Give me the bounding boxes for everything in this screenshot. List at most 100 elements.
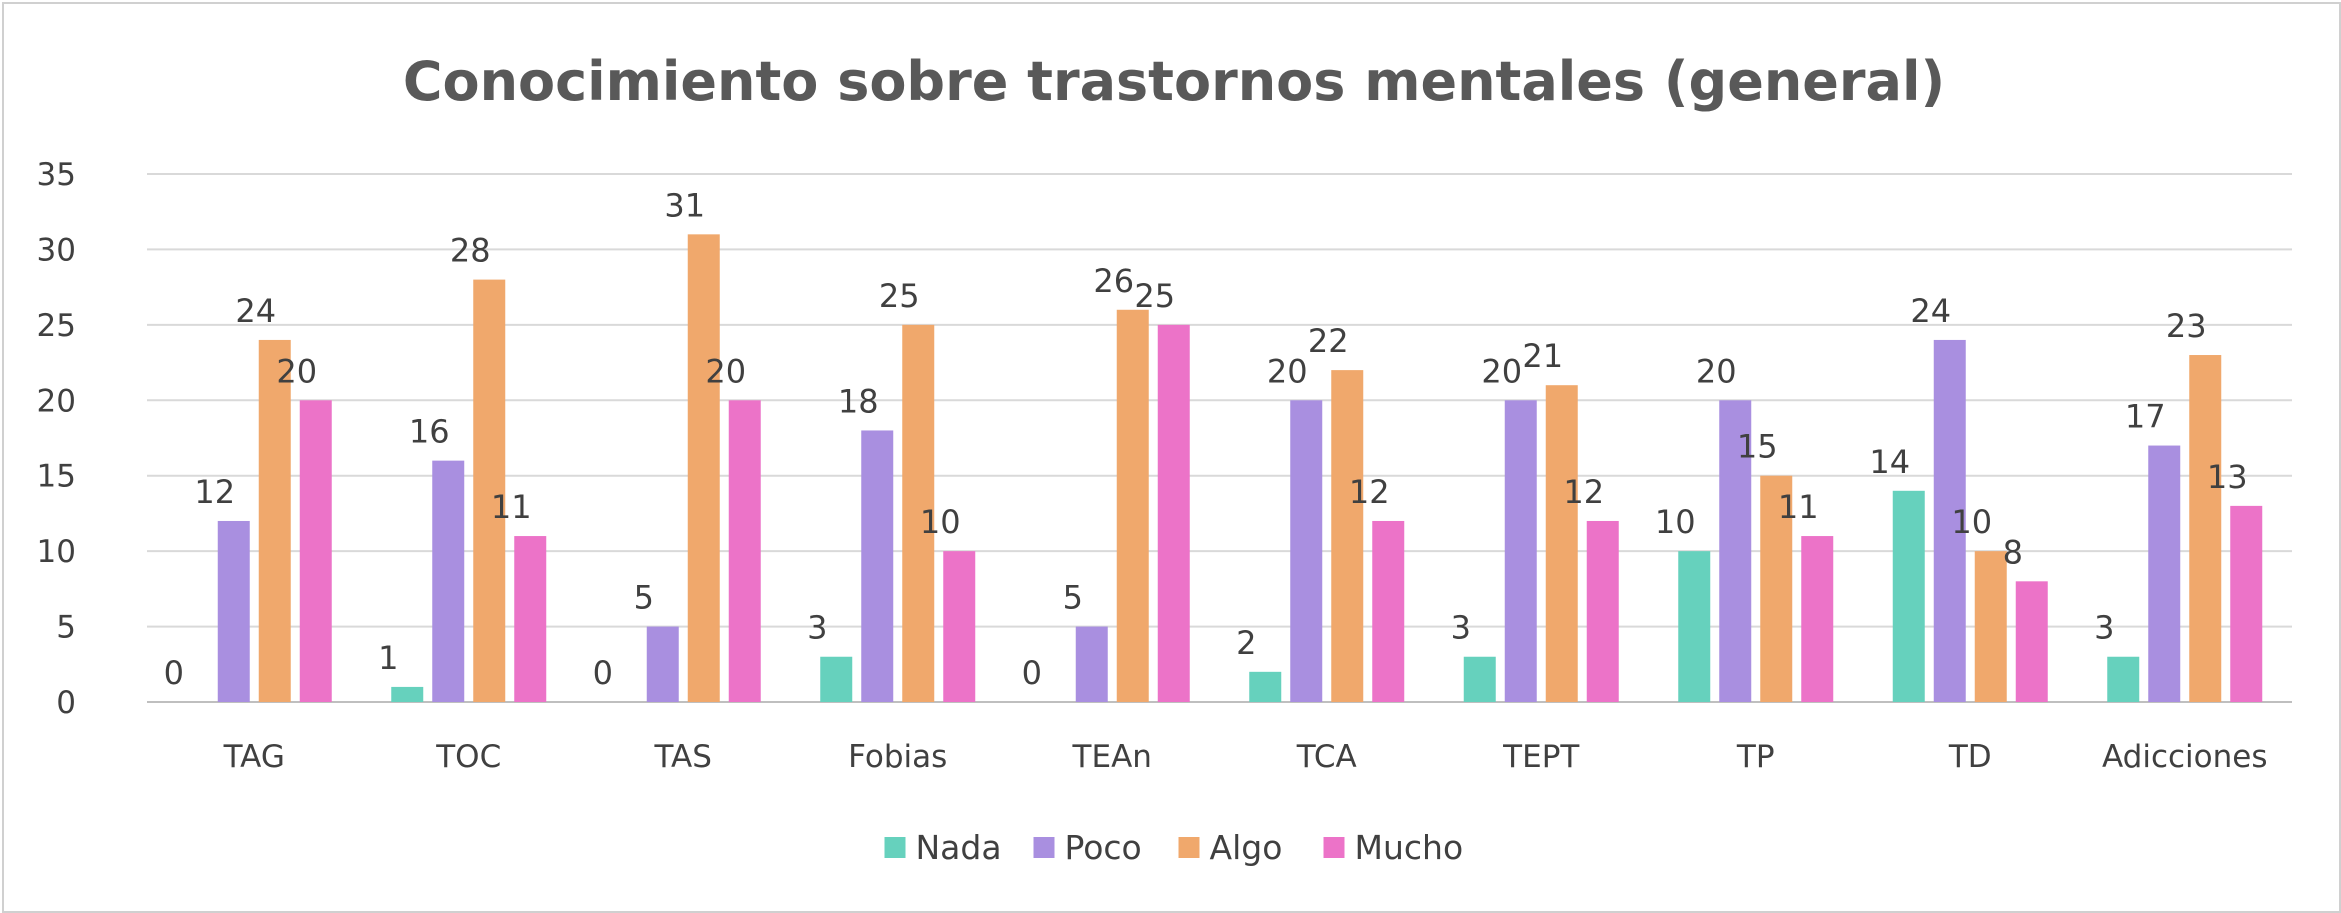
bars bbox=[217, 234, 2263, 703]
legend-label-nada: Nada bbox=[916, 828, 1002, 867]
data-label: 0 bbox=[593, 654, 613, 692]
data-label: 0 bbox=[164, 654, 184, 692]
data-label: 5 bbox=[634, 579, 654, 617]
bar-nada-toc bbox=[391, 686, 424, 702]
bar-nada-td bbox=[1892, 490, 1925, 702]
data-label: 20 bbox=[1267, 352, 1308, 390]
bar-nada-tca bbox=[1249, 671, 1282, 702]
category-label: TOC bbox=[435, 739, 501, 775]
bar-poco-tean bbox=[1075, 626, 1108, 702]
bar-nada-tp bbox=[1678, 551, 1711, 702]
bar-algo-tag bbox=[258, 339, 291, 702]
data-label: 11 bbox=[491, 488, 532, 526]
data-label: 25 bbox=[1134, 277, 1175, 315]
bar-nada-tept bbox=[1463, 656, 1496, 702]
data-label: 24 bbox=[1910, 292, 1951, 330]
bar-algo-tas bbox=[687, 234, 720, 703]
data-label: 22 bbox=[1308, 322, 1349, 360]
bar-poco-tag bbox=[217, 520, 250, 702]
bar-nada-fobias bbox=[820, 656, 853, 702]
bar-mucho-toc bbox=[514, 536, 547, 702]
bar-poco-toc bbox=[432, 460, 465, 702]
data-label: 2 bbox=[1236, 624, 1256, 662]
data-label: 1 bbox=[378, 639, 398, 677]
bar-chart: Conocimiento sobre trastornos mentales (… bbox=[37, 50, 2292, 867]
bar-algo-fobias bbox=[902, 324, 935, 702]
bar-mucho-td bbox=[2015, 581, 2048, 702]
bar-poco-tca bbox=[1290, 400, 1323, 702]
bar-poco-adicciones bbox=[2148, 445, 2181, 702]
y-tick-label: 5 bbox=[56, 610, 76, 646]
data-label: 8 bbox=[2003, 533, 2023, 571]
legend-swatch-poco bbox=[1033, 837, 1055, 858]
data-label: 31 bbox=[664, 186, 705, 224]
y-tick-label: 25 bbox=[37, 308, 76, 344]
data-label: 10 bbox=[1655, 503, 1696, 541]
category-label: TCA bbox=[1296, 739, 1357, 775]
bar-poco-td bbox=[1933, 339, 1966, 702]
bar-algo-tean bbox=[1116, 309, 1149, 702]
bar-poco-fobias bbox=[861, 430, 894, 702]
bar-nada-adicciones bbox=[2107, 656, 2140, 702]
data-label: 26 bbox=[1093, 262, 1134, 300]
y-tick-label: 15 bbox=[37, 459, 76, 495]
y-tick-label: 0 bbox=[56, 685, 76, 721]
legend: Nada Poco Algo Mucho bbox=[884, 828, 1464, 867]
data-label: 17 bbox=[2125, 398, 2166, 436]
data-label: 20 bbox=[705, 352, 746, 390]
category-label: TP bbox=[1736, 739, 1775, 775]
data-label: 3 bbox=[807, 609, 827, 647]
data-label: 3 bbox=[2094, 609, 2114, 647]
data-label: 0 bbox=[1022, 654, 1042, 692]
bar-algo-tept bbox=[1545, 385, 1578, 702]
bar-poco-tp bbox=[1719, 400, 1752, 702]
legend-label-poco: Poco bbox=[1065, 828, 1142, 867]
bar-mucho-tp bbox=[1801, 536, 1834, 702]
category-label: Fobias bbox=[848, 739, 947, 775]
bar-mucho-tept bbox=[1586, 520, 1619, 702]
bar-algo-td bbox=[1974, 551, 2007, 702]
category-label: TAS bbox=[654, 739, 712, 775]
legend-label-algo: Algo bbox=[1210, 828, 1283, 867]
legend-swatch-nada bbox=[884, 837, 906, 858]
data-label: 5 bbox=[1063, 579, 1083, 617]
data-label: 12 bbox=[194, 473, 235, 511]
chart-title: Conocimiento sobre trastornos mentales (… bbox=[403, 50, 1945, 113]
data-label: 18 bbox=[838, 382, 879, 420]
data-label: 20 bbox=[1481, 352, 1522, 390]
category-label: TD bbox=[1948, 739, 1992, 775]
data-label: 28 bbox=[450, 232, 491, 270]
bar-algo-adicciones bbox=[2189, 355, 2222, 702]
data-label: 16 bbox=[409, 413, 450, 451]
bar-mucho-fobias bbox=[943, 551, 976, 702]
legend-swatch-mucho bbox=[1323, 837, 1345, 858]
x-axis-category-labels: TAG TOC TAS Fobias TEAn TCA TEPT TP TD Adicciones bbox=[223, 739, 2268, 775]
bar-poco-tas bbox=[646, 626, 679, 702]
bar-mucho-tean bbox=[1157, 324, 1190, 702]
data-label: 15 bbox=[1737, 428, 1778, 466]
data-label: 12 bbox=[1563, 473, 1604, 511]
bar-mucho-tas bbox=[728, 400, 761, 702]
category-label: TEAn bbox=[1072, 739, 1152, 775]
y-tick-label: 20 bbox=[37, 383, 76, 419]
data-label: 10 bbox=[920, 503, 961, 541]
legend-swatch-algo bbox=[1178, 837, 1200, 858]
data-label: 10 bbox=[1951, 503, 1992, 541]
y-axis-tick-labels: 0 5 10 15 20 25 30 35 bbox=[37, 157, 76, 721]
bar-algo-tp bbox=[1760, 475, 1793, 702]
category-label: TEPT bbox=[1502, 739, 1580, 775]
data-label: 11 bbox=[1778, 488, 1819, 526]
bar-algo-tca bbox=[1331, 370, 1364, 702]
y-tick-label: 35 bbox=[37, 157, 76, 193]
data-label: 13 bbox=[2207, 458, 2248, 496]
data-label: 23 bbox=[2166, 307, 2207, 345]
bar-mucho-adicciones bbox=[2230, 505, 2263, 702]
bar-mucho-tca bbox=[1372, 520, 1405, 702]
data-label: 20 bbox=[276, 352, 317, 390]
data-label: 25 bbox=[879, 277, 920, 315]
data-label: 20 bbox=[1696, 352, 1737, 390]
y-tick-label: 10 bbox=[37, 534, 76, 570]
legend-label-mucho: Mucho bbox=[1355, 828, 1464, 867]
data-label: 24 bbox=[235, 292, 276, 330]
